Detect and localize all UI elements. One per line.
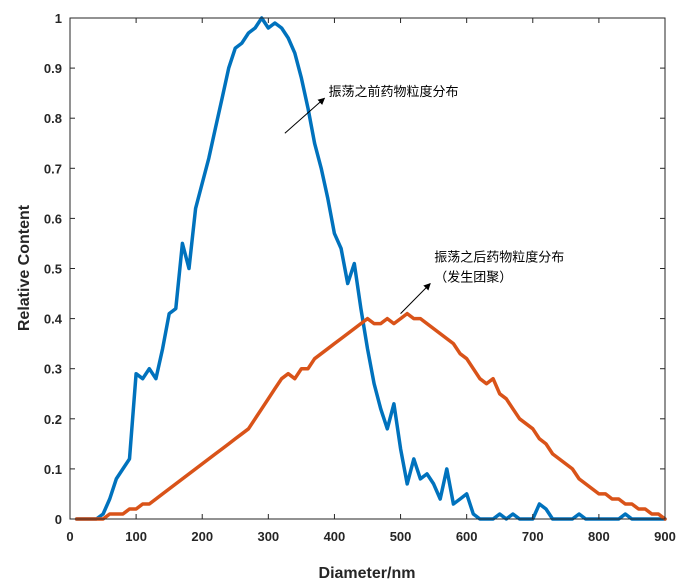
series-line-2 (74, 311, 667, 521)
y-tick-label: 0.2 (44, 412, 62, 427)
annotation-arrow-1 (284, 97, 326, 134)
y-tick-label: 0.3 (44, 362, 62, 377)
tick-layer: 0 100 200 300 400 500 600 700 800 900 0 0.1 0.2 0.3 0.… (44, 11, 676, 544)
y-tick-label: 0.8 (44, 111, 62, 126)
x-tick-label: 900 (654, 529, 676, 544)
plot-area (70, 18, 665, 519)
x-tick-label: 700 (522, 529, 544, 544)
annotation-text-2-line-1: 振荡之后药物粒度分布 (434, 250, 564, 266)
x-tick-label: 800 (588, 529, 610, 544)
y-tick-label: 0 (55, 512, 62, 527)
y-tick-label: 0.5 (44, 262, 62, 277)
x-tick-label: 400 (324, 529, 346, 544)
y-tick-label: 0.7 (44, 161, 62, 176)
y-tick-label: 0.1 (44, 462, 62, 477)
annotation-text-1-line-1: 振荡之前药物粒度分布 (329, 84, 459, 100)
annotation-text-2-line-2: （发生团聚） (434, 270, 512, 286)
x-tick-label: 200 (191, 529, 213, 544)
x-tick-label: 300 (257, 529, 279, 544)
annotation-arrow-2 (400, 283, 431, 314)
y-tick-label: 0.4 (44, 312, 63, 327)
y-axis-label: Relative Content (16, 204, 33, 331)
y-tick-label: 0.6 (44, 211, 62, 226)
x-tick-label: 100 (125, 529, 147, 544)
y-tick-label: 1 (55, 11, 62, 26)
x-axis-label: Diameter/nm (319, 565, 416, 582)
x-tick-label: 500 (390, 529, 412, 544)
y-tick-label: 0.9 (44, 61, 62, 76)
x-tick-label: 0 (66, 529, 73, 544)
x-tick-label: 600 (456, 529, 478, 544)
